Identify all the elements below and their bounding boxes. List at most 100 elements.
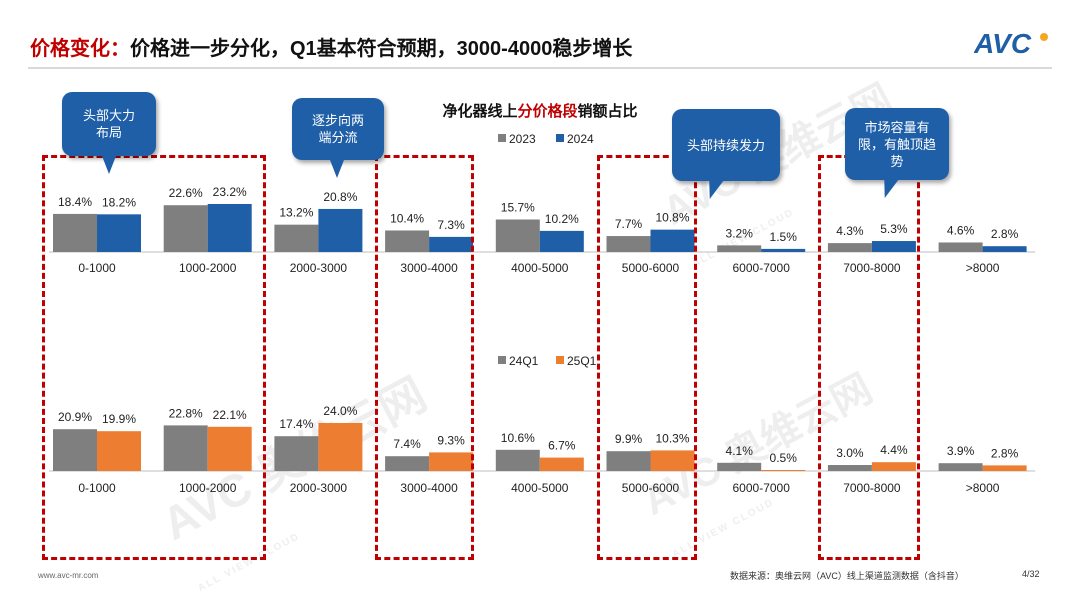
category-label: 3000-4000 [400,481,458,495]
data-label: 4.6% [947,223,975,237]
category-label: 0-1000 [78,481,116,495]
data-label: 10.4% [390,211,424,225]
bar-2024->8000 [982,246,1027,252]
bar-2023-2000-3000 [274,224,319,252]
data-label: 17.4% [279,417,313,431]
bar-24Q1-6000-7000 [717,462,762,471]
bar-24Q1-1000-2000 [163,425,208,471]
bar-24Q1-0-1000 [53,429,97,471]
data-label: 20.9% [58,410,92,424]
data-label: 3.2% [726,226,754,240]
bar-2023-1000-2000 [163,205,208,252]
data-label: 19.9% [102,412,136,426]
bar-2023-4000-5000 [495,219,540,252]
callout-text: 头部大力布局 [82,108,135,140]
footer-source: 数据来源：奥维云网（AVC）线上渠道监测数据（含抖音） [730,571,964,581]
bar-25Q1-7000-8000 [871,462,916,471]
category-label: 7000-8000 [843,481,901,495]
data-label: 18.2% [102,195,136,209]
category-label: >8000 [966,261,1000,275]
data-label: 3.0% [836,446,864,460]
category-label: 4000-5000 [511,481,569,495]
chart-title: 净化器线上分价格段销额占比 [0,100,1080,121]
data-label: 7.7% [615,217,643,231]
legend-label: 24Q1 [509,354,539,368]
bar-2023-3000-4000 [385,230,430,252]
bar-2024-2000-3000 [318,208,363,252]
data-label: 22.8% [169,406,203,420]
bar-25Q1-6000-7000 [761,470,806,471]
category-label: 6000-7000 [733,481,791,495]
bar-24Q1-5000-6000 [606,451,651,471]
bar-2024-5000-6000 [650,229,695,252]
highlight-box-5000-6000 [597,155,697,560]
bar-2024-3000-4000 [429,236,474,252]
data-label: 22.6% [169,186,203,200]
bar-2023->8000 [938,242,983,252]
category-label: 4000-5000 [511,261,569,275]
data-label: 0.5% [770,451,798,465]
data-label: 23.2% [213,185,247,199]
bar-24Q1->8000 [938,463,983,471]
callout-text: 头部持续发力 [686,137,765,153]
chart-title-prefix: 净化器线上 [442,103,518,120]
callout-ceiling: 市场容量有限，有触顶趋势 [845,108,949,180]
bar-24Q1-4000-5000 [495,449,540,471]
chart-title-highlight: 分价格段 [517,103,578,120]
data-label: 5.3% [880,222,908,236]
legend-swatch-2023 [498,134,506,142]
bar-2024-1000-2000 [207,203,252,252]
bar-2024-0-1000 [97,214,141,252]
data-label: 9.9% [615,432,643,446]
bar-24Q1-7000-8000 [827,465,872,471]
title-lead: 价格变化： [30,38,130,60]
data-label: 10.8% [655,211,689,225]
legend-swatch-25Q1 [556,356,564,364]
bar-24Q1-3000-4000 [385,456,430,471]
footer-website: www.avc-mr.com [38,571,99,580]
bar-25Q1-5000-6000 [650,450,695,471]
bar-25Q1->8000 [982,465,1027,471]
data-label: 10.2% [545,212,579,226]
data-label: 4.1% [726,444,754,458]
data-label: 9.3% [437,433,465,447]
callout-text: 市场容量有限，有触顶趋势 [857,119,936,169]
page-title: 价格变化：价格进一步分化，Q1基本符合预期，3000-4000稳步增长 [30,32,632,61]
bar-2023-7000-8000 [827,243,872,252]
category-label: 6000-7000 [733,261,791,275]
category-label: 2000-3000 [290,261,348,275]
header-divider [28,67,1052,69]
data-label: 7.4% [393,437,421,451]
category-label: >8000 [966,481,1000,495]
callout-diverge: 逐步向两端分流 [292,98,384,178]
bar-2024-4000-5000 [539,230,584,252]
logo-dot-icon [1040,33,1048,41]
bar-2023-0-1000 [53,213,97,252]
category-label: 1000-2000 [179,481,237,495]
data-label: 4.4% [880,443,908,457]
legend-swatch-24Q1 [498,356,506,364]
highlight-box-3000-4000 [375,155,474,560]
data-label: 22.1% [213,408,247,422]
category-label: 5000-6000 [622,261,680,275]
category-label: 7000-8000 [843,261,901,275]
data-label: 18.4% [58,195,92,209]
bar-2024-7000-8000 [871,241,916,252]
bar-25Q1-0-1000 [97,431,141,471]
callout-text: 逐步向两端分流 [311,113,364,145]
highlight-box-low [42,155,266,560]
data-label: 15.7% [501,201,535,215]
category-label: 3000-4000 [400,261,458,275]
bar-25Q1-3000-4000 [429,452,474,471]
data-label: 24.0% [323,404,357,418]
highlight-box-7000-8000 [818,155,920,560]
bar-25Q1-1000-2000 [207,426,252,471]
data-label: 20.8% [323,190,357,204]
bar-2023-5000-6000 [606,236,651,252]
callout-head-push: 头部持续发力 [672,109,780,181]
data-label: 10.3% [655,431,689,445]
data-label: 10.6% [501,431,535,445]
category-label: 5000-6000 [622,481,680,495]
page-number: 4/32 [1022,569,1040,579]
